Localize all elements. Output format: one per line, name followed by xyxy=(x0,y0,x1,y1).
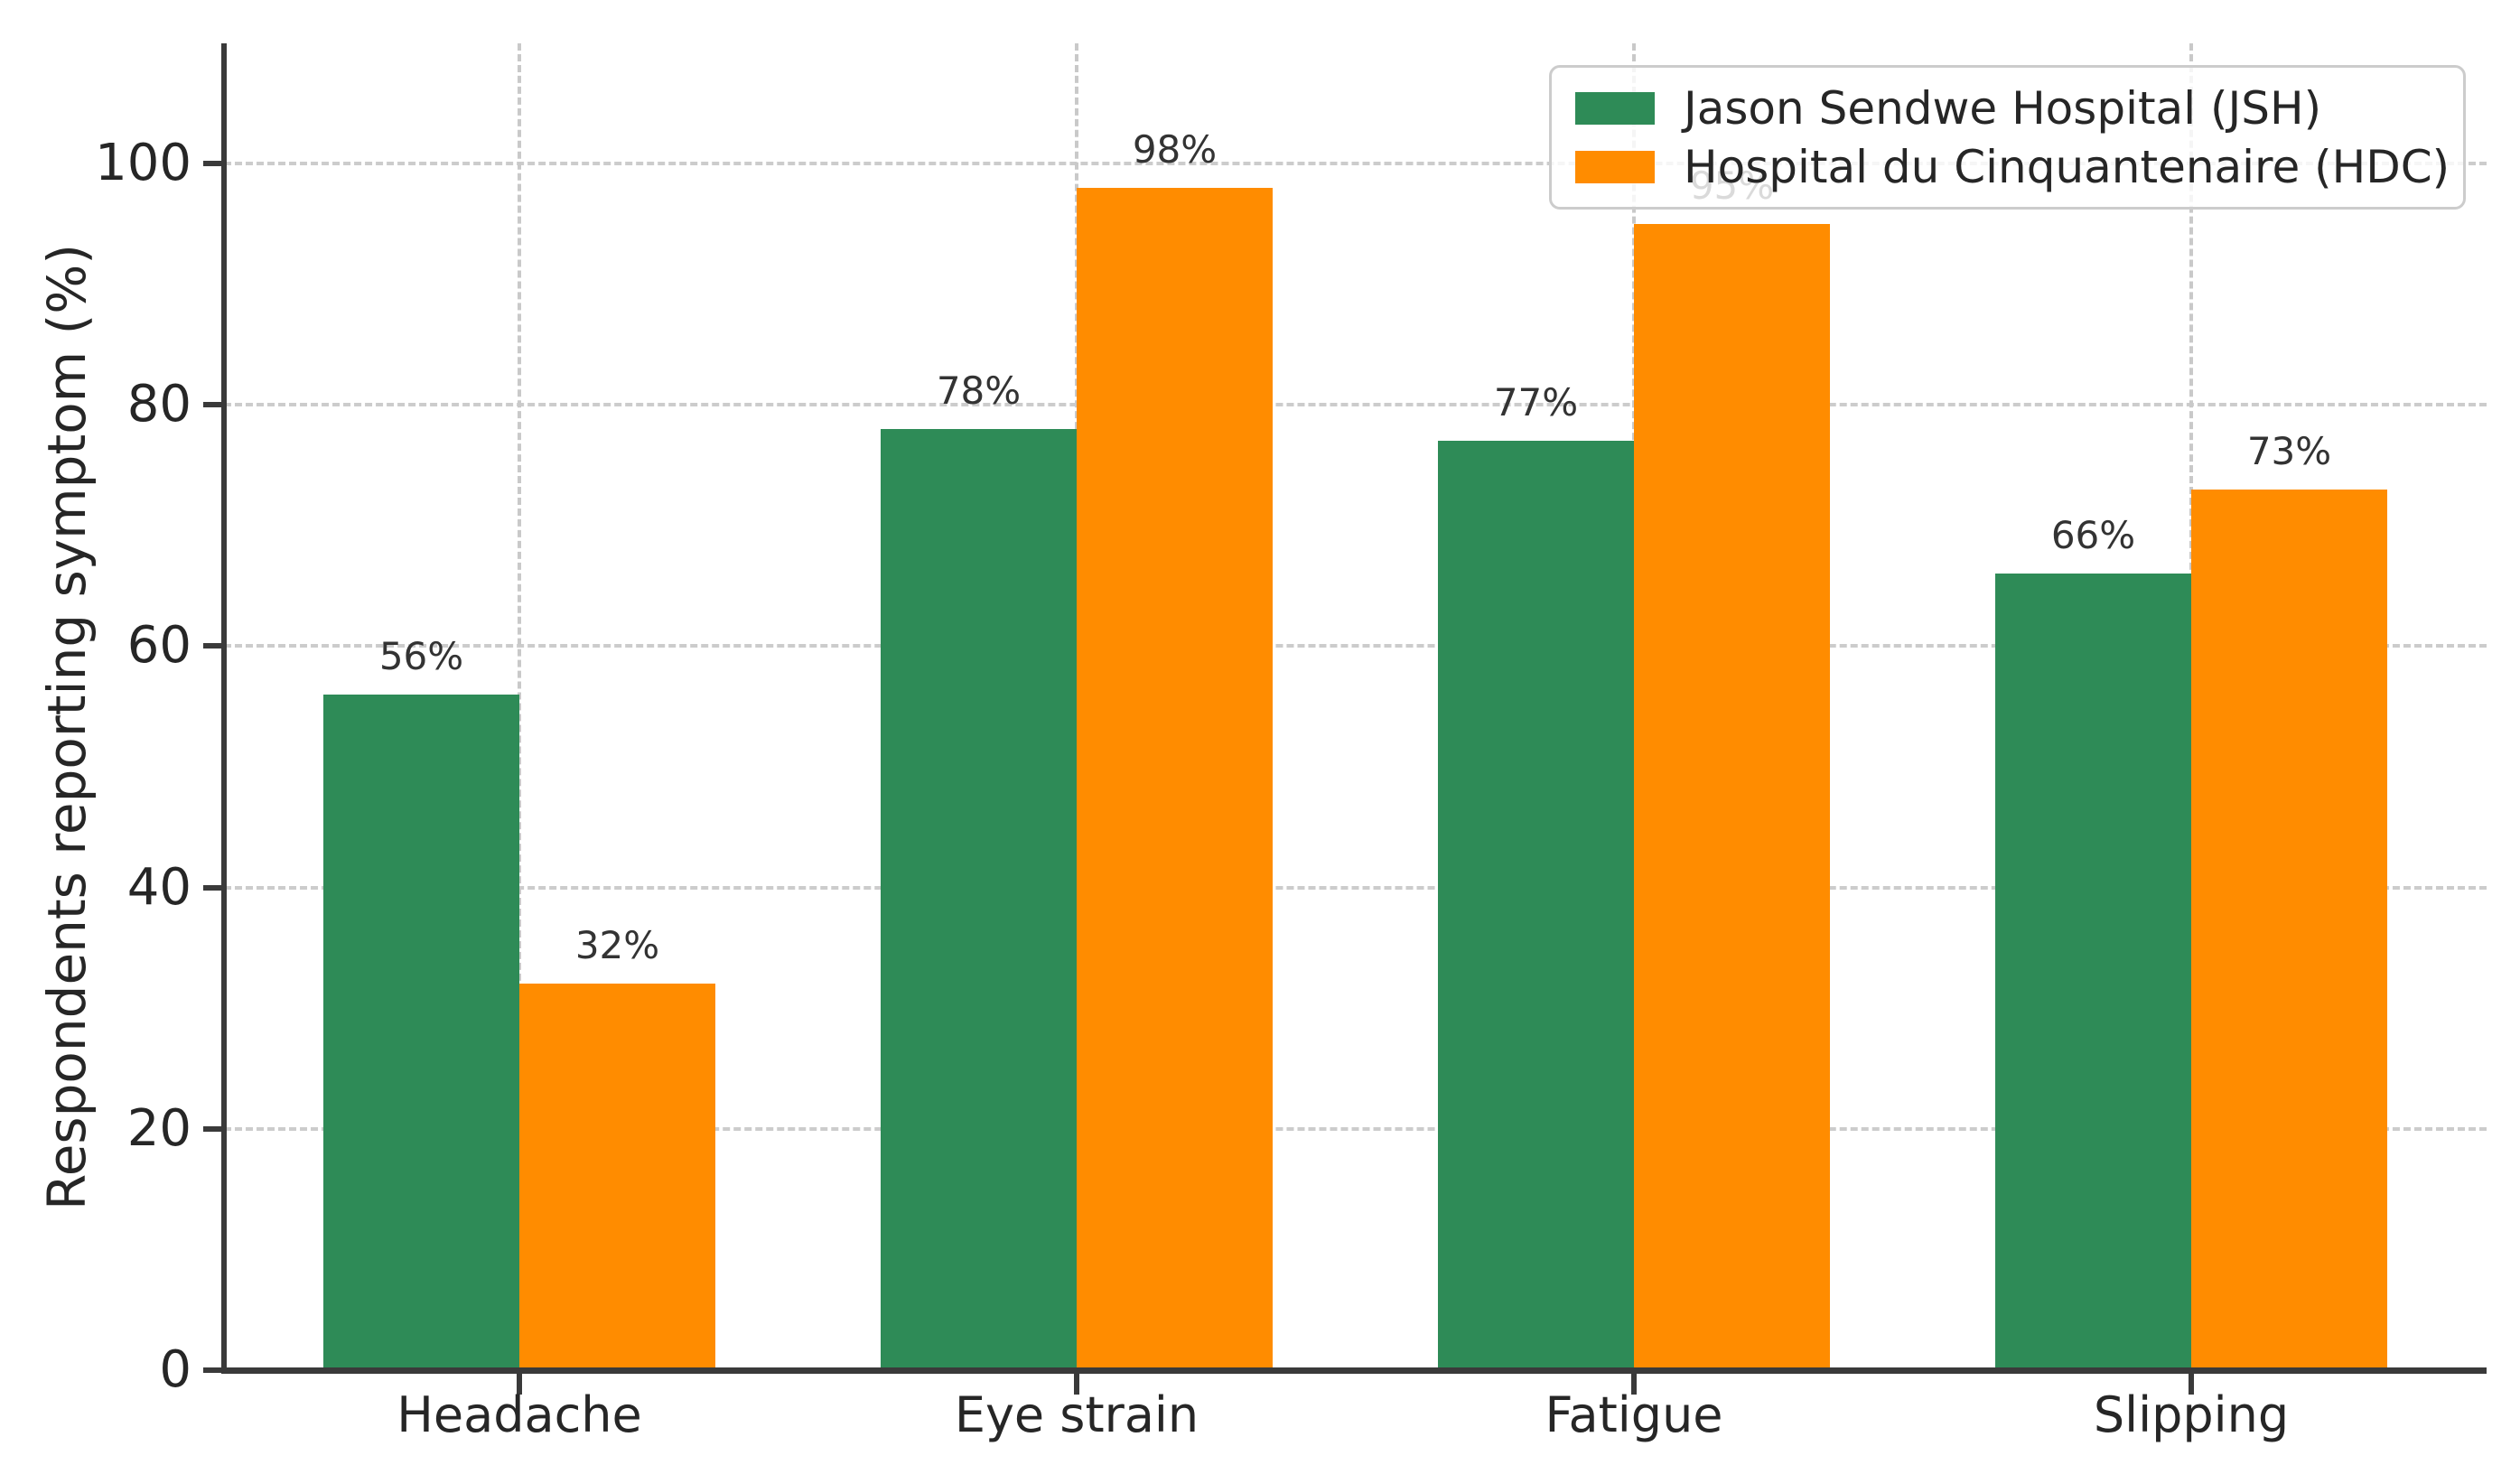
gridline-y-20 xyxy=(224,1126,2487,1131)
legend-entry-hdc: Hospital du Cinquantenaire (HDC) xyxy=(1575,137,2450,196)
x-tick-fatigue xyxy=(1631,1374,1637,1395)
gridline-y-80 xyxy=(224,403,2487,407)
bar-slipping-hdc xyxy=(2191,490,2387,1370)
value-label-slipping-jsh: 66% xyxy=(2050,513,2136,557)
legend-label-jsh: Jason Sendwe Hospital (JSH) xyxy=(1684,81,2322,135)
x-axis-spine xyxy=(221,1367,2487,1374)
x-tick-slipping xyxy=(2189,1374,2194,1395)
bar-slipping-jsh xyxy=(1995,574,2191,1370)
value-label-slipping-hdc: 73% xyxy=(2246,429,2332,473)
value-label-fatigue-jsh: 77% xyxy=(1493,380,1579,425)
y-tick-label-60: 60 xyxy=(126,616,191,676)
bar-fatigue-hdc xyxy=(1634,224,1830,1370)
y-tick-label-20: 20 xyxy=(126,1098,191,1158)
x-tick-label-eye-strain: Eye strain xyxy=(954,1386,1199,1443)
gridline-x-headache xyxy=(518,43,521,1370)
legend-entry-jsh: Jason Sendwe Hospital (JSH) xyxy=(1575,79,2440,137)
bar-headache-jsh xyxy=(323,695,519,1370)
x-tick-label-slipping: Slipping xyxy=(2093,1386,2290,1443)
x-tick-eye-strain xyxy=(1074,1374,1079,1395)
bar-eye-strain-jsh xyxy=(881,429,1077,1370)
y-tick-label-80: 80 xyxy=(126,375,191,434)
bar-headache-hdc xyxy=(519,984,715,1370)
legend-label-hdc: Hospital du Cinquantenaire (HDC) xyxy=(1684,140,2450,193)
y-tick-0 xyxy=(203,1367,224,1373)
legend-swatch-green xyxy=(1575,91,1655,125)
y-tick-label-0: 0 xyxy=(159,1340,191,1399)
gridline-y-40 xyxy=(224,885,2487,890)
bar-eye-strain-hdc xyxy=(1077,188,1273,1370)
y-tick-label-100: 100 xyxy=(95,134,191,192)
y-tick-20 xyxy=(203,1125,224,1132)
y-tick-label-40: 40 xyxy=(126,857,191,917)
legend: Jason Sendwe Hospital (JSH) Hospital du C… xyxy=(1549,65,2466,210)
y-tick-60 xyxy=(203,643,224,649)
x-tick-label-headache: Headache xyxy=(397,1386,642,1443)
x-tick-headache xyxy=(517,1374,522,1395)
bar-fatigue-jsh xyxy=(1438,441,1634,1370)
value-label-eye-strain-hdc: 98% xyxy=(1132,127,1218,172)
y-tick-80 xyxy=(203,402,224,408)
y-axis-spine xyxy=(221,43,227,1374)
legend-swatch-orange xyxy=(1575,150,1655,183)
gridline-y-60 xyxy=(224,644,2487,649)
x-tick-label-fatigue: Fatigue xyxy=(1545,1386,1723,1443)
value-label-eye-strain-jsh: 78% xyxy=(936,369,1022,413)
y-tick-100 xyxy=(203,161,224,166)
value-label-headache-hdc: 32% xyxy=(574,923,660,967)
value-label-headache-jsh: 56% xyxy=(378,634,464,678)
gridline-y-100 xyxy=(224,162,2487,165)
y-tick-40 xyxy=(203,884,224,891)
